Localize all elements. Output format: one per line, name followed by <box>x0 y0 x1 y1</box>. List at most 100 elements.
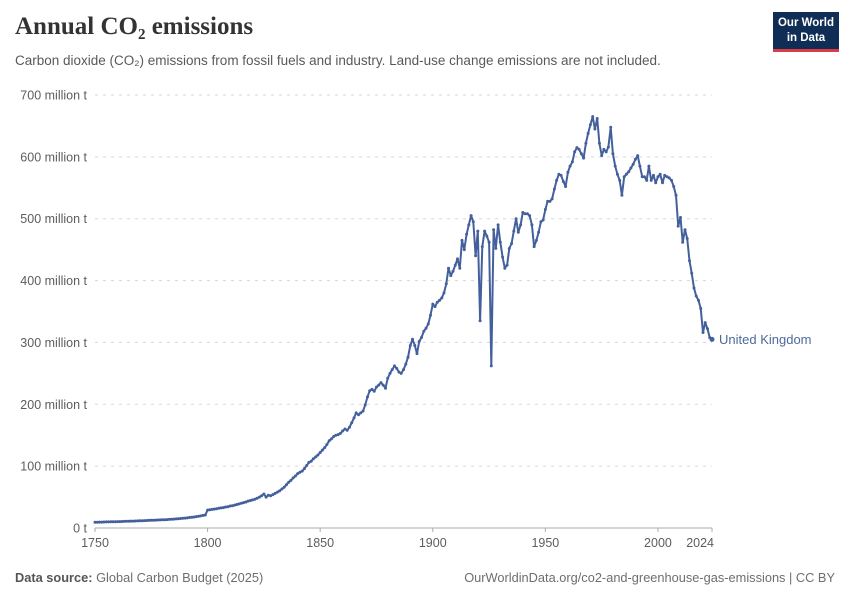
data-point <box>163 518 167 522</box>
data-point <box>152 518 155 522</box>
data-point <box>397 370 401 374</box>
data-point <box>521 211 525 214</box>
data-point <box>476 229 480 233</box>
data-point <box>147 518 151 522</box>
data-point <box>368 389 372 393</box>
data-point <box>444 282 448 286</box>
data-point <box>609 125 613 129</box>
data-point <box>118 520 122 524</box>
data-point <box>503 266 507 270</box>
data-point <box>271 493 275 497</box>
data-point <box>332 435 336 438</box>
data-point <box>456 257 459 261</box>
data-point <box>647 164 651 168</box>
data-point <box>109 520 113 524</box>
data-point <box>699 306 703 310</box>
data-point <box>341 429 345 433</box>
data-point <box>631 162 635 166</box>
data-point <box>354 411 358 415</box>
data-point <box>300 469 304 473</box>
data-point <box>154 518 158 522</box>
data-point <box>280 487 284 491</box>
data-point <box>399 371 403 375</box>
data-point <box>203 513 207 517</box>
data-point <box>564 185 568 188</box>
data-point <box>179 517 183 520</box>
data-point <box>120 520 124 523</box>
data-point <box>181 516 185 520</box>
data-point <box>566 170 570 174</box>
data-point <box>573 150 577 154</box>
y-axis-tick-label: 200 million t <box>20 398 87 412</box>
data-point <box>381 383 385 387</box>
data-point <box>588 123 592 127</box>
data-point <box>289 478 293 482</box>
data-point <box>138 519 142 523</box>
data-point <box>264 495 268 499</box>
data-point <box>420 336 423 339</box>
data-point <box>242 501 246 505</box>
data-point <box>140 519 144 523</box>
data-point <box>422 329 426 333</box>
data-point <box>543 207 547 211</box>
data-point <box>284 483 288 487</box>
data-point <box>579 152 583 156</box>
data-point <box>323 446 327 450</box>
data-point <box>679 216 682 219</box>
data-point <box>593 127 597 131</box>
y-axis-tick-label: 400 million t <box>20 274 87 288</box>
owid-logo[interactable]: Our World in Data <box>773 12 839 52</box>
data-point <box>393 364 396 368</box>
data-point <box>561 180 565 184</box>
data-point <box>348 425 351 429</box>
data-point <box>316 453 320 457</box>
data-point <box>273 491 277 495</box>
data-point <box>107 520 110 524</box>
data-point <box>408 344 412 347</box>
data-point <box>219 506 223 510</box>
data-point <box>584 141 588 145</box>
data-point <box>127 519 131 523</box>
series-entity-label[interactable]: United Kingdom <box>719 332 812 347</box>
data-point <box>627 170 631 174</box>
data-point <box>188 516 192 519</box>
data-point <box>379 381 383 385</box>
data-point <box>296 472 300 476</box>
data-point <box>460 238 464 242</box>
data-point <box>402 368 405 372</box>
data-point <box>656 175 660 179</box>
series-end-point <box>709 336 715 342</box>
data-point <box>528 214 532 218</box>
data-point <box>212 507 216 511</box>
data-point <box>352 416 356 420</box>
data-point <box>343 427 347 431</box>
data-point <box>269 494 273 498</box>
data-point <box>575 146 579 150</box>
owid-logo-line2: in Data <box>786 31 826 44</box>
data-point <box>442 291 446 295</box>
data-point <box>449 274 453 278</box>
data-point <box>618 178 622 182</box>
data-point <box>390 368 394 372</box>
x-axis-tick-label: 1750 <box>81 536 109 550</box>
data-point <box>125 519 128 523</box>
data-point <box>489 364 493 368</box>
data-point <box>620 193 624 197</box>
data-point <box>670 178 673 182</box>
emissions-line[interactable] <box>94 115 713 524</box>
data-point <box>453 263 457 267</box>
data-point <box>305 464 309 467</box>
data-point <box>172 517 176 521</box>
data-point <box>622 175 626 179</box>
data-point <box>357 413 360 417</box>
data-point <box>293 474 297 478</box>
data-point <box>510 242 514 245</box>
data-point <box>440 296 444 300</box>
data-point <box>667 176 671 180</box>
data-point <box>591 115 595 119</box>
data-point <box>469 214 473 218</box>
data-point <box>116 520 119 524</box>
credit-link[interactable]: OurWorldinData.org/co2-and-greenhouse-ga… <box>464 570 835 585</box>
y-axis-tick-label: 600 million t <box>20 150 87 164</box>
